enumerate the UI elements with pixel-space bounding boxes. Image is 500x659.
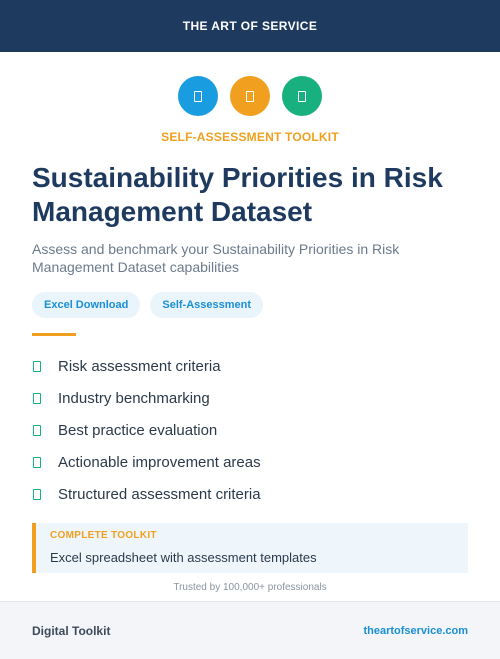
- icon-row: [0, 76, 500, 116]
- list-item: Industry benchmarking: [32, 382, 468, 414]
- feature-label: Structured assessment criteria: [58, 485, 261, 503]
- website-link[interactable]: theartofservice.com: [363, 624, 468, 637]
- toolkit-callout: COMPLETE TOOLKIT Excel spreadsheet with …: [32, 523, 468, 573]
- footer-bar: Digital Toolkit theartofservice.com: [0, 601, 500, 659]
- header-bar: THE ART OF SERVICE: [0, 0, 500, 52]
- checkbox-icon: [33, 392, 41, 404]
- feature-label: Industry benchmarking: [58, 389, 210, 407]
- kicker-label: SELF-ASSESSMENT TOOLKIT: [161, 130, 339, 144]
- document-icon: [230, 76, 270, 116]
- feature-label: Risk assessment criteria: [58, 357, 221, 375]
- checkbox-icon: [33, 488, 41, 500]
- list-item: Actionable improvement areas: [32, 446, 468, 478]
- badge-excel-download: Excel Download: [32, 292, 141, 318]
- accent-divider: [32, 333, 76, 336]
- page-subtitle: Assess and benchmark your Sustainability…: [32, 241, 400, 275]
- checkbox-icon: [33, 456, 41, 468]
- trusted-note: Trusted by 100,000+ professionals: [173, 582, 327, 593]
- list-item: Best practice evaluation: [32, 414, 468, 446]
- page-title: Sustainability Priorities in Risk Manage…: [32, 162, 443, 227]
- checkbox-icon: [33, 424, 41, 436]
- brand-name: THE ART OF SERVICE: [182, 19, 318, 33]
- list-item: Risk assessment criteria: [32, 350, 468, 382]
- feature-label: Actionable improvement areas: [58, 453, 261, 471]
- badge-row: Excel Download Self-Assessment: [32, 292, 468, 318]
- list-item: Structured assessment criteria: [32, 478, 468, 510]
- footer-label: Digital Toolkit: [32, 623, 111, 638]
- document-icon: [282, 76, 322, 116]
- badge-self-assessment: Self-Assessment: [150, 292, 264, 318]
- callout-text: Excel spreadsheet with assessment templa…: [50, 550, 317, 565]
- feature-label: Best practice evaluation: [58, 421, 218, 439]
- callout-kicker: COMPLETE TOOLKIT: [50, 530, 157, 541]
- checkbox-icon: [33, 360, 41, 372]
- document-icon: [178, 76, 218, 116]
- feature-list: Risk assessment criteria Industry benchm…: [32, 350, 468, 510]
